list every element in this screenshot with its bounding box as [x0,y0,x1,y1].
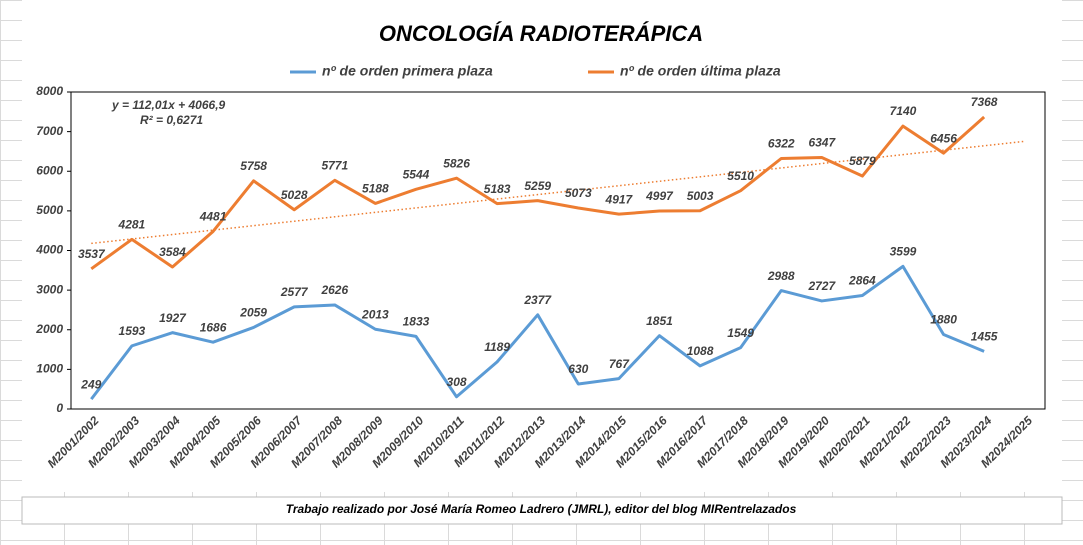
data-label: 2013 [361,307,389,321]
series-line [90,264,985,401]
data-label: 5826 [443,156,470,170]
y-tick-label: 8000 [36,84,63,98]
data-label: 249 [80,377,101,391]
y-tick-label: 2000 [35,322,63,336]
data-label: 6322 [768,137,795,151]
data-label: 5879 [849,154,876,168]
data-label: 3599 [890,245,917,259]
trendline [91,140,1025,245]
y-tick-label: 0 [56,401,63,415]
data-label: 5544 [403,167,430,181]
y-tick-label: 1000 [36,362,63,376]
data-label: 1880 [930,313,957,327]
data-label: 2626 [320,283,348,297]
data-label: 767 [609,357,630,371]
data-label: 2988 [767,269,795,283]
data-label: 7140 [890,104,917,118]
y-tick-label: 6000 [36,163,63,177]
data-label: 1549 [727,326,754,340]
data-label: 1927 [159,311,187,325]
data-label: 5073 [565,186,592,200]
data-label: 2727 [807,279,836,293]
trend-equation: y = 112,01x + 4066,9 [111,98,226,112]
trend-r2: R² = 0,6271 [140,113,203,127]
data-label: 630 [568,362,588,376]
data-label: 2059 [239,306,267,320]
y-tick-label: 5000 [36,203,63,217]
data-label: 6456 [930,131,957,145]
data-label: 3584 [159,245,186,259]
data-label: 5758 [240,159,267,173]
data-label: 308 [447,375,467,389]
data-label: 1593 [119,324,146,338]
data-label: 1088 [687,344,714,358]
data-label: 4281 [118,218,146,232]
footer: Trabajo realizado por José María Romeo L… [286,502,797,516]
data-label: 1851 [646,314,673,328]
data-label: 7368 [971,95,998,109]
series-line [90,115,986,271]
legend-label: nº de orden primera plaza [322,63,493,79]
data-label: 1455 [971,330,998,344]
data-label: 4997 [645,189,674,203]
data-label: 5259 [524,179,551,193]
data-label: 5771 [321,158,348,172]
data-label: 5183 [484,182,511,196]
data-label: 5003 [687,189,714,203]
data-label: 2577 [280,285,309,299]
data-label: 2377 [523,293,552,307]
data-label: 5188 [362,182,389,196]
data-label: 6347 [808,136,836,150]
data-label: 1189 [484,340,510,354]
data-label: 2864 [848,274,876,288]
y-tick-label: 4000 [35,243,63,257]
chart-title: ONCOLOGÍA RADIOTERÁPICA [379,21,703,46]
data-label: 1833 [403,315,430,329]
legend-label: nº de orden última plaza [620,63,781,79]
footer-box [21,496,1063,525]
y-tick-label: 7000 [36,124,63,138]
data-label: 1686 [200,320,227,334]
data-label: 4917 [605,192,634,206]
data-label: 3537 [78,247,106,261]
data-label: 4481 [199,210,227,224]
data-label: 5510 [727,169,754,183]
data-label: 5028 [281,188,308,202]
y-tick-label: 3000 [36,282,63,296]
